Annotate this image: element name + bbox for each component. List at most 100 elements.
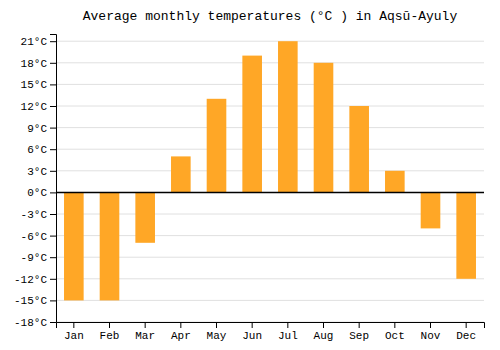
bar bbox=[207, 99, 227, 193]
y-tick: -18°C bbox=[14, 317, 56, 329]
x-tick: Jan bbox=[64, 322, 84, 342]
x-tick-mark bbox=[216, 322, 217, 328]
x-tick-label: Oct bbox=[385, 330, 405, 342]
y-tick-label: -15°C bbox=[14, 295, 47, 307]
y-tick: 15°C bbox=[21, 79, 56, 91]
grid bbox=[56, 41, 484, 322]
x-tick-label: Nov bbox=[421, 330, 441, 342]
y-tick-label: 6°C bbox=[27, 144, 47, 156]
grid-line bbox=[56, 235, 484, 236]
y-tick-label: 21°C bbox=[21, 36, 48, 48]
chart-svg: -18°C-15°C-12°C-9°C-6°C-3°C0°C3°C6°C9°C1… bbox=[0, 0, 500, 350]
y-tick-mark bbox=[50, 171, 56, 172]
x-tick: Mar bbox=[135, 322, 155, 342]
y-tick: 18°C bbox=[21, 58, 56, 70]
grid-line bbox=[56, 149, 484, 150]
x-tick-label: Jan bbox=[64, 330, 84, 342]
y-axis: -18°C-15°C-12°C-9°C-6°C-3°C0°C3°C6°C9°C1… bbox=[14, 35, 57, 330]
x-tick-mark bbox=[145, 322, 146, 328]
x-tick-mark bbox=[394, 322, 395, 328]
title: Average monthly temperatures (°C ) in Aq… bbox=[83, 9, 458, 24]
y-tick-label: -12°C bbox=[14, 274, 47, 286]
x-tick-mark bbox=[252, 322, 253, 328]
x-tick: Feb bbox=[100, 322, 120, 342]
bar bbox=[100, 192, 120, 300]
grid-line bbox=[56, 170, 484, 171]
grid-line bbox=[56, 257, 484, 258]
x-tick-label: Sep bbox=[349, 330, 369, 342]
y-tick: 0°C bbox=[27, 187, 56, 199]
plot: -18°C-15°C-12°C-9°C-6°C-3°C0°C3°C6°C9°C1… bbox=[14, 35, 485, 342]
x-tick-label: Dec bbox=[456, 330, 476, 342]
y-tick-label: 0°C bbox=[27, 187, 47, 199]
bar bbox=[421, 192, 441, 228]
x-tick: May bbox=[207, 322, 227, 342]
y-tick-label: -18°C bbox=[14, 317, 47, 329]
bar bbox=[171, 156, 191, 192]
x-tick-mark bbox=[287, 322, 288, 328]
x-tick-mark bbox=[430, 322, 431, 328]
y-tick-mark bbox=[50, 192, 56, 193]
y-tick-mark bbox=[50, 84, 56, 85]
y-tick-label: 3°C bbox=[27, 166, 47, 178]
chart-container: -18°C-15°C-12°C-9°C-6°C-3°C0°C3°C6°C9°C1… bbox=[0, 0, 500, 350]
bar bbox=[349, 106, 369, 192]
y-tick: -12°C bbox=[14, 274, 56, 286]
y-tick-mark bbox=[50, 41, 56, 42]
y-tick-mark bbox=[50, 279, 56, 280]
x-tick: Nov bbox=[421, 322, 441, 342]
y-tick: 3°C bbox=[27, 166, 56, 178]
y-tick-label: -9°C bbox=[21, 252, 48, 264]
y-tick: 6°C bbox=[27, 144, 56, 156]
y-tick-label: 18°C bbox=[21, 58, 48, 70]
grid-line bbox=[56, 106, 484, 107]
x-tick-label: Apr bbox=[171, 330, 191, 342]
bar bbox=[64, 192, 84, 300]
y-tick-mark bbox=[50, 300, 56, 301]
x-tick: Jul bbox=[278, 322, 298, 342]
x-tick: Dec bbox=[456, 322, 476, 342]
y-tick-label: 15°C bbox=[21, 79, 48, 91]
grid-line bbox=[56, 84, 484, 85]
y-tick: 12°C bbox=[21, 101, 56, 113]
y-tick-mark bbox=[50, 236, 56, 237]
y-tick: -6°C bbox=[21, 231, 56, 243]
x-tick-mark bbox=[73, 322, 74, 328]
x-tick-mark bbox=[323, 322, 324, 328]
x-tick-label: Jun bbox=[242, 330, 262, 342]
bar bbox=[135, 192, 155, 242]
y-tick-mark bbox=[50, 106, 56, 107]
y-tick: -15°C bbox=[14, 295, 56, 307]
y-tick-label: -6°C bbox=[21, 231, 48, 243]
bar bbox=[456, 192, 476, 278]
zero-line bbox=[56, 192, 484, 194]
x-tick-label: Aug bbox=[314, 330, 334, 342]
x-tick-mark bbox=[180, 322, 181, 328]
y-axis-line bbox=[50, 35, 57, 323]
y-tick: -9°C bbox=[21, 252, 56, 264]
y-tick-mark bbox=[50, 214, 56, 215]
y-tick-label: 12°C bbox=[21, 101, 48, 113]
x-tick-label: Mar bbox=[135, 330, 155, 342]
grid-line bbox=[56, 278, 484, 279]
grid-line bbox=[56, 300, 484, 301]
x-tick-label: Jul bbox=[278, 330, 298, 342]
x-tick: Sep bbox=[349, 322, 369, 342]
grid-line bbox=[56, 214, 484, 215]
x-tick-mark bbox=[359, 322, 360, 328]
y-tick-mark bbox=[50, 63, 56, 64]
bar bbox=[242, 56, 262, 193]
x-tick: Jun bbox=[242, 322, 262, 342]
grid-line bbox=[56, 41, 484, 42]
y-tick-mark bbox=[50, 128, 56, 129]
grid-line bbox=[56, 127, 484, 128]
grid-line bbox=[56, 62, 484, 63]
y-tick-mark bbox=[50, 149, 56, 150]
y-tick: -3°C bbox=[21, 209, 56, 221]
bar bbox=[278, 41, 298, 192]
x-axis-line bbox=[57, 323, 485, 329]
bar bbox=[385, 171, 405, 193]
bars bbox=[64, 41, 476, 300]
x-tick-mark bbox=[466, 322, 467, 328]
y-tick-label: -3°C bbox=[21, 209, 48, 221]
